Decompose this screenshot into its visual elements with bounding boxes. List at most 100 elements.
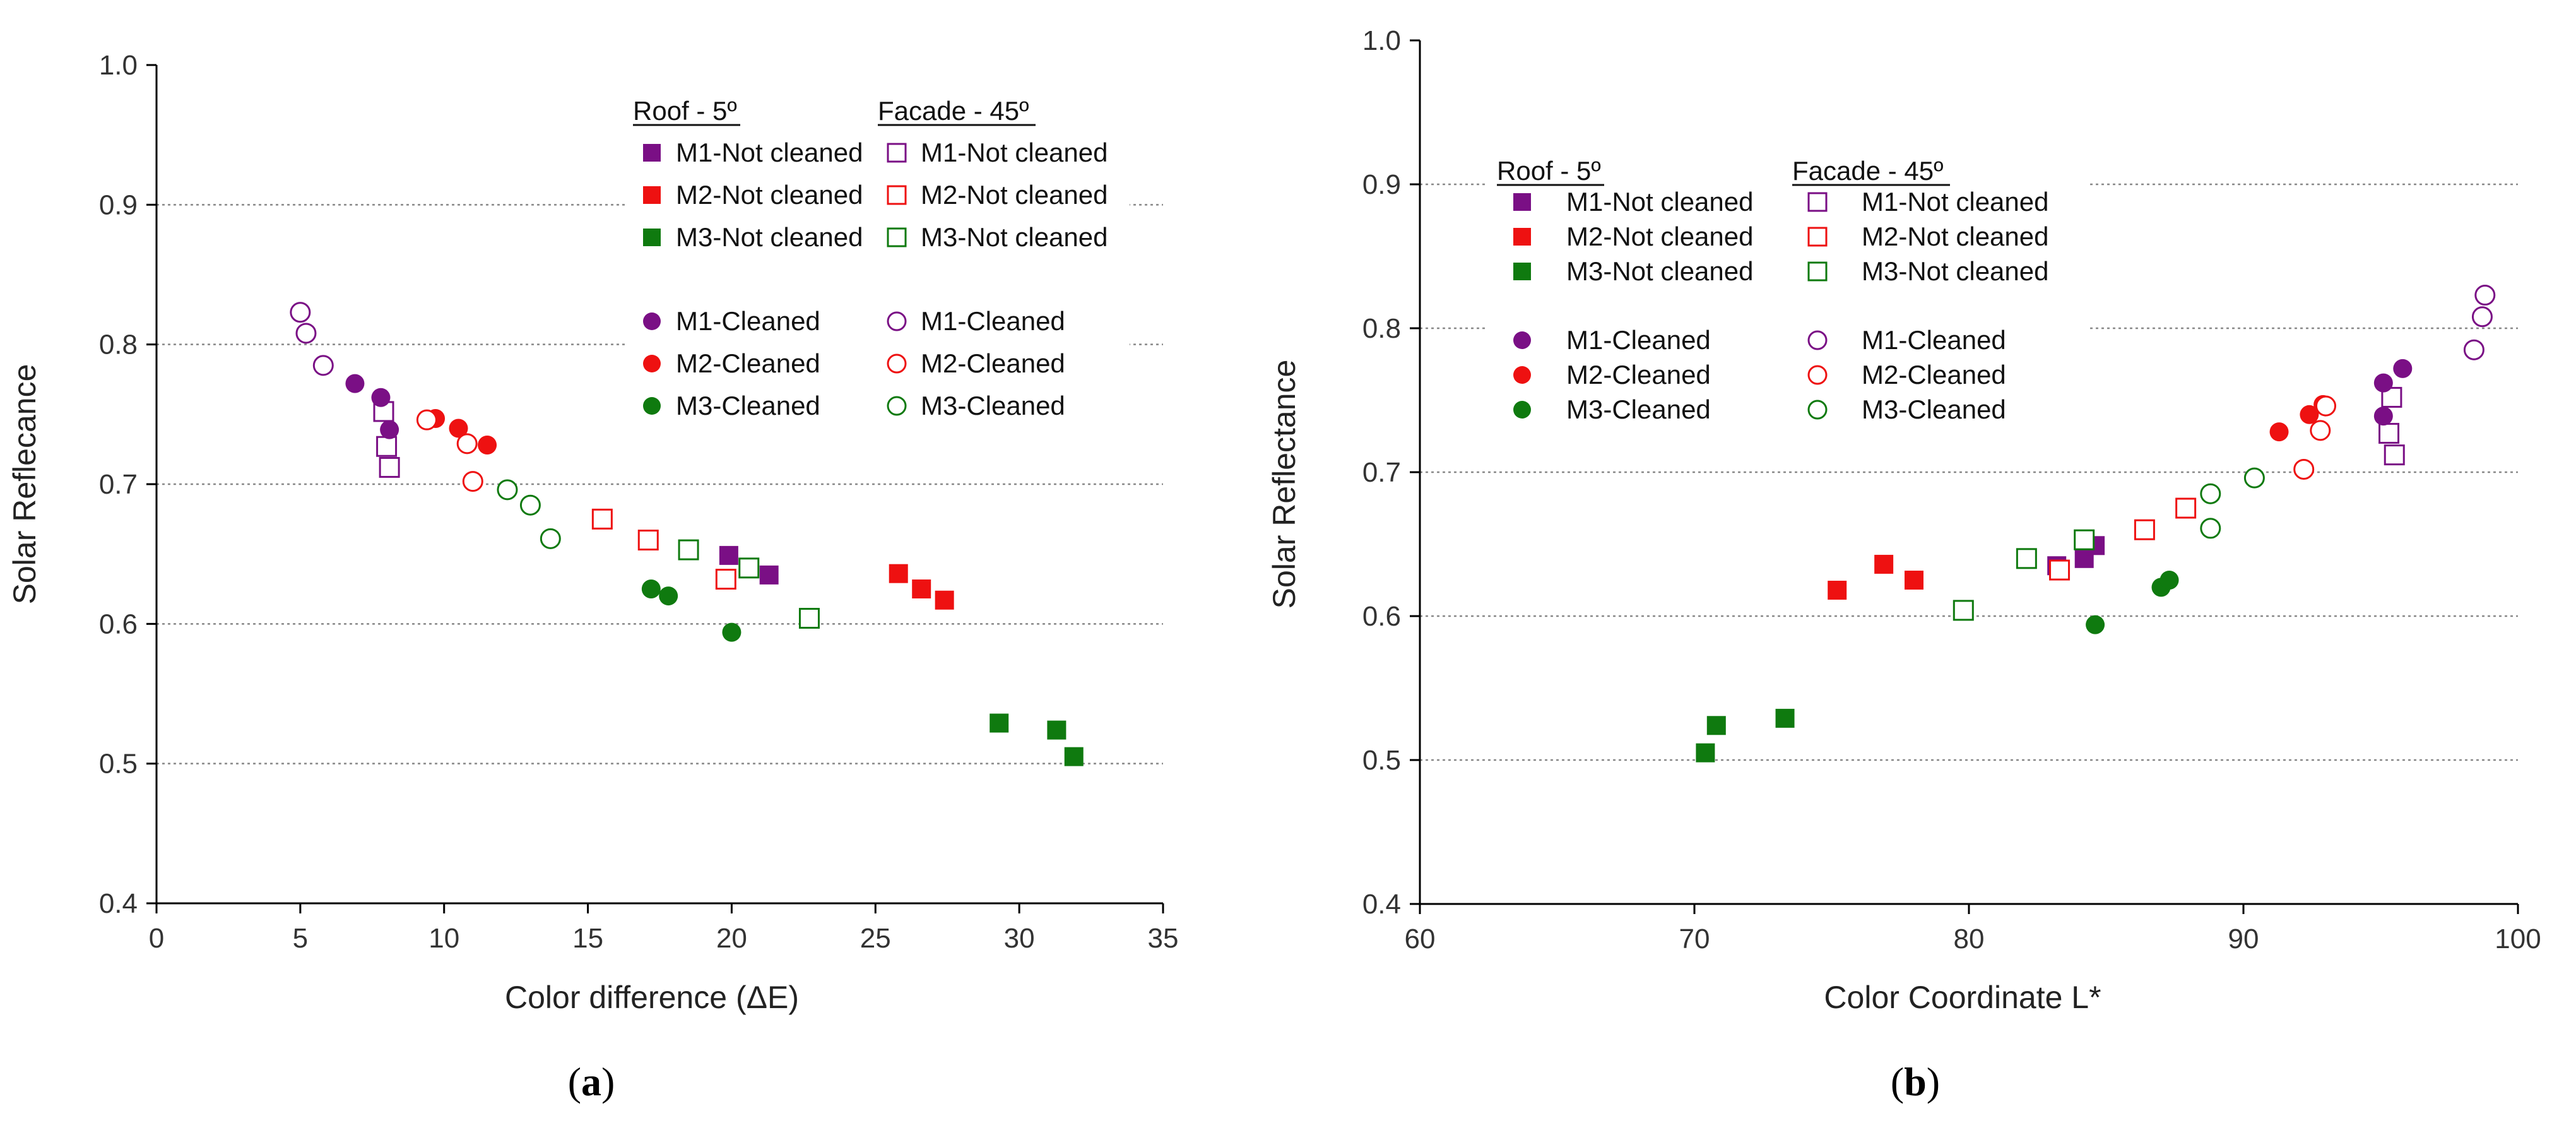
legend-marker-roof-m1 (1513, 331, 1531, 349)
legend-label-facade: M3-Not cleaned (1862, 256, 2048, 286)
square-point-m1-facade (2381, 386, 2402, 408)
circle-point-m1-facade (2471, 306, 2493, 328)
y-tick-label: 0.5 (99, 749, 138, 780)
circle-point-m3-roof (722, 622, 741, 642)
legend-marker-facade-m2 (1807, 365, 1828, 385)
data-points (1696, 285, 2496, 763)
y-tick-label: 0.6 (99, 609, 138, 639)
legend-marker-facade-m1 (887, 143, 907, 163)
circle-point-m2-facade (462, 471, 483, 492)
chart-panel-b: 60 70 80 90 100 0.4 0.5 0.6 0.7 0.8 0.9 1.0 Roof - … (1267, 25, 2541, 1104)
legend-header-roof: Roof - 5º (1497, 156, 1601, 186)
legend-label-facade: M2-Not cleaned (1862, 222, 2048, 251)
circle-point-m1-roof (380, 420, 399, 439)
square-point-m1-facade (2378, 422, 2400, 444)
square-point-m2-roof (912, 579, 931, 598)
y-axis-title: Solar Reflectance (1267, 360, 1302, 609)
y-tick-label: 1.0 (1362, 25, 1401, 56)
legend-background (1488, 155, 2088, 445)
caption-letter: a (581, 1059, 601, 1104)
circle-point-m3-roof (2086, 615, 2105, 634)
caption-close: ) (601, 1059, 615, 1104)
legend-marker-roof-m1 (643, 312, 661, 330)
circle-point-m3-facade (2200, 518, 2221, 539)
legend-marker-roof-m2 (1513, 366, 1531, 384)
circle-point-m3-facade (2200, 483, 2221, 504)
circle-point-m1-facade (295, 323, 317, 344)
legend-label-facade: M2-Not cleaned (921, 180, 1108, 210)
square-point-m3-facade (2016, 548, 2037, 569)
square-point-m2-facade (637, 530, 659, 551)
square-point-m1-facade (2384, 444, 2405, 466)
y-tick-label: 0.8 (1362, 313, 1401, 344)
legend-marker-facade-m3 (1807, 400, 1828, 420)
legend-marker-roof-m1 (643, 144, 661, 162)
y-tick-label: 0.4 (99, 888, 138, 919)
x-tick-label: 5 (293, 923, 308, 954)
circle-point-m2-roof (478, 436, 497, 455)
x-tick-label: 35 (1148, 923, 1179, 954)
circle-point-m2-roof (2300, 405, 2319, 424)
legend-label-facade: M3-Cleaned (921, 391, 1065, 420)
square-point-m3-facade (1953, 600, 1974, 621)
legend-header-facade: Facade - 45º (878, 96, 1029, 126)
legend-marker-roof-m2 (643, 186, 661, 204)
x-tick-label: 80 (1954, 924, 1985, 954)
x-tick-label: 60 (1405, 924, 1436, 954)
circle-point-m2-roof (449, 419, 468, 438)
square-point-m1-facade (376, 436, 398, 457)
circle-point-m3-facade (497, 479, 518, 501)
legend-marker-facade-m2 (887, 354, 907, 374)
circle-point-m2-roof (2269, 422, 2289, 442)
y-tick-label: 0.7 (99, 469, 138, 500)
legend-label-facade: M3-Not cleaned (921, 222, 1108, 252)
legend-label-facade: M1-Not cleaned (1862, 187, 2048, 217)
legend-label-roof: M2-Cleaned (1566, 360, 1711, 389)
legend-label-roof: M1-Not cleaned (1566, 187, 1753, 217)
x-tick-label: 100 (2495, 924, 2541, 954)
x-tick-label: 25 (860, 923, 891, 954)
x-tick-label: 15 (572, 923, 603, 954)
x-tick-label: 70 (1679, 924, 1710, 954)
x-tick-label: 30 (1004, 923, 1035, 954)
legend-label-facade: M1-Cleaned (921, 306, 1065, 336)
circle-point-m3-facade (519, 494, 541, 516)
x-axis-title: Color Coordinate L* (1824, 980, 2101, 1015)
circle-point-m2-facade (2315, 395, 2336, 417)
x-tick-label: 20 (716, 923, 747, 954)
axes: 60 70 80 90 100 0.4 0.5 0.6 0.7 0.8 0.9 1.0 (1362, 25, 2541, 954)
legend-marker-facade-m3 (887, 396, 907, 416)
circle-point-m3-roof (641, 579, 661, 598)
x-tick-label: 90 (2228, 924, 2259, 954)
legend-marker-facade-m2 (1807, 227, 1828, 247)
circle-point-m1-roof (345, 374, 365, 393)
square-point-m3-roof (1775, 708, 1795, 728)
y-tick-label: 1.0 (99, 50, 138, 81)
legend-marker-roof-m3 (1513, 263, 1531, 280)
square-point-m2-facade (2175, 497, 2197, 519)
square-point-m3-facade (738, 557, 760, 579)
square-point-m2-roof (935, 590, 954, 610)
square-point-m3-facade (798, 607, 820, 629)
y-tick-label: 0.6 (1362, 601, 1401, 632)
circle-point-m1-roof (2393, 359, 2413, 378)
y-axis-title: Solar Reflecance (7, 364, 42, 605)
legend-label-roof: M2-Not cleaned (676, 180, 863, 210)
square-point-m1-roof (719, 545, 738, 565)
square-point-m3-facade (678, 539, 699, 561)
circle-point-m1-roof (2373, 373, 2393, 393)
circle-point-m3-roof (2159, 571, 2179, 590)
legend-label-roof: M3-Not cleaned (1566, 256, 1753, 286)
square-point-m2-facade (2134, 519, 2155, 540)
square-point-m2-roof (1905, 571, 1923, 590)
y-tick-label: 0.9 (1362, 169, 1401, 200)
x-tick-label: 10 (428, 923, 459, 954)
legend-marker-roof-m3 (643, 229, 661, 246)
legend-label-roof: M2-Not cleaned (1566, 222, 1753, 251)
chart-panel-a: 0 5 10 15 20 25 30 35 0.4 0.5 0.6 0.7 0.8 0.9 1.0 Roof… (7, 50, 1178, 1104)
square-point-m2-roof (889, 564, 908, 583)
square-point-m2-roof (1828, 580, 1847, 600)
